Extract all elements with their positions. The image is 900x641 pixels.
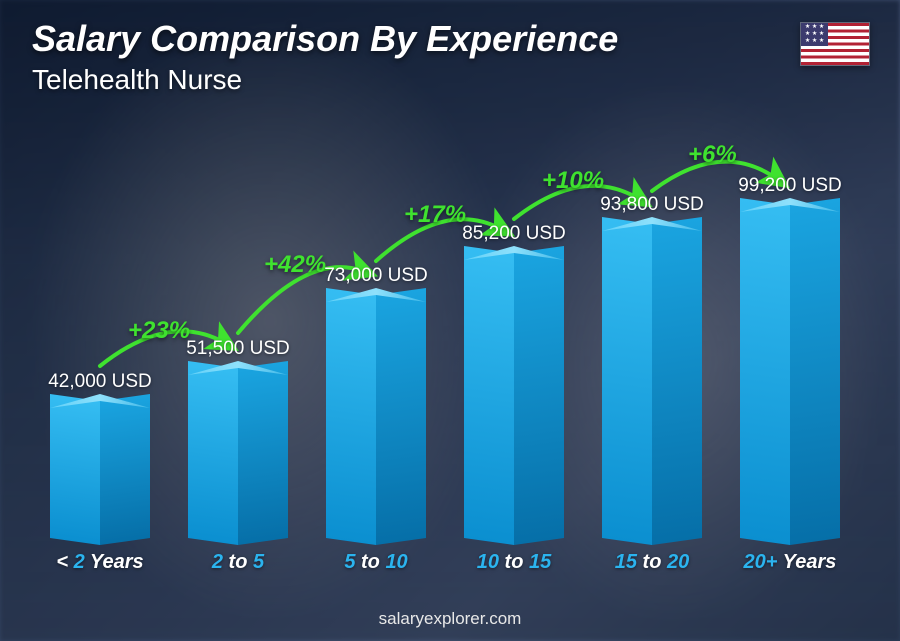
chart-area: +23% +42% +17% +10% +6% 42,000 USD51,500… bbox=[40, 121, 850, 581]
header: Salary Comparison By Experience Teleheal… bbox=[32, 18, 618, 96]
bar-front-face bbox=[326, 288, 376, 545]
bar-slot: 93,800 USD bbox=[597, 194, 707, 545]
bar-front-face bbox=[602, 217, 652, 545]
bar-value-label: 85,200 USD bbox=[462, 223, 566, 245]
bar-slot: 42,000 USD bbox=[45, 371, 155, 545]
page-title: Salary Comparison By Experience bbox=[32, 18, 618, 60]
bar-side-face bbox=[376, 288, 426, 545]
category-label: 15 to 20 bbox=[597, 551, 707, 581]
bar bbox=[602, 224, 702, 545]
category-label: 5 to 10 bbox=[321, 551, 431, 581]
bar bbox=[188, 368, 288, 545]
country-flag-us bbox=[800, 22, 870, 66]
bar-value-label: 93,800 USD bbox=[600, 194, 704, 216]
page-subtitle: Telehealth Nurse bbox=[32, 64, 618, 96]
bar-slot: 85,200 USD bbox=[459, 223, 569, 545]
bar bbox=[326, 295, 426, 545]
bar-front-face bbox=[740, 198, 790, 545]
bar-slot: 73,000 USD bbox=[321, 265, 431, 545]
bar-front-face bbox=[50, 394, 100, 545]
bar-front-face bbox=[464, 246, 514, 545]
bar-value-label: 51,500 USD bbox=[186, 338, 290, 360]
category-label: 10 to 15 bbox=[459, 551, 569, 581]
bar-front-face bbox=[188, 361, 238, 545]
category-label: 20+ Years bbox=[735, 551, 845, 581]
category-labels-row: < 2 Years 2 to 5 5 to 10 10 to 15 15 to 20 20… bbox=[40, 551, 850, 581]
bar bbox=[464, 253, 564, 545]
category-label: < 2 Years bbox=[45, 551, 155, 581]
bar-value-label: 42,000 USD bbox=[48, 371, 152, 393]
flag-canton bbox=[801, 23, 828, 46]
bar bbox=[50, 401, 150, 545]
bar-side-face bbox=[652, 217, 702, 545]
bars-row: 42,000 USD 51,500 USD 73,000 USD 85,200 USD… bbox=[40, 125, 850, 545]
chart-container: Salary Comparison By Experience Teleheal… bbox=[0, 0, 900, 641]
bar-side-face bbox=[238, 361, 288, 545]
bar-side-face bbox=[100, 394, 150, 545]
bar-value-label: 73,000 USD bbox=[324, 265, 428, 287]
bar-side-face bbox=[790, 198, 840, 545]
bar-value-label: 99,200 USD bbox=[738, 175, 842, 197]
bar bbox=[740, 205, 840, 545]
category-label: 2 to 5 bbox=[183, 551, 293, 581]
bar-side-face bbox=[514, 246, 564, 545]
bar-slot: 99,200 USD bbox=[735, 175, 845, 545]
footer-source: salaryexplorer.com bbox=[0, 609, 900, 629]
bar-slot: 51,500 USD bbox=[183, 338, 293, 545]
